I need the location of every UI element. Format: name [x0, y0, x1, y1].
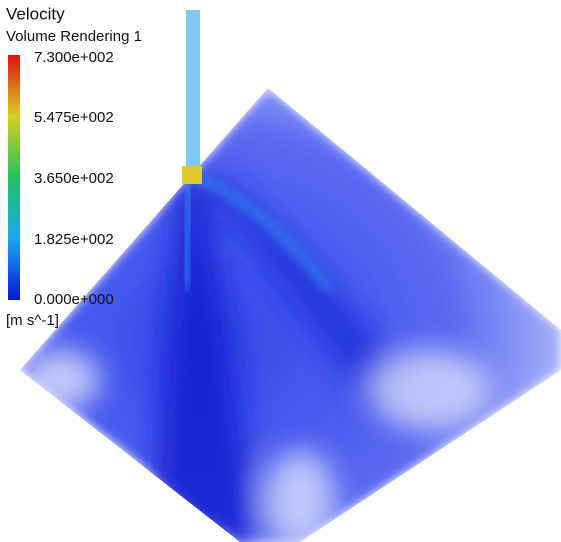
legend-unit: [m s^-1] — [6, 312, 59, 329]
tick-label: 1.825e+002 — [34, 231, 114, 248]
nozzle — [182, 166, 202, 184]
tick-label: 7.300e+002 — [34, 49, 114, 66]
legend-title: Velocity — [6, 4, 65, 23]
tick-label: 3.650e+002 — [34, 170, 114, 187]
figure: Velocity Volume Rendering 1 7.300e+002 5… — [0, 0, 561, 542]
colorbar — [8, 55, 20, 300]
tick-label: 0.000e+000 — [34, 291, 114, 308]
volume-rendering — [20, 88, 561, 542]
legend-subtitle: Volume Rendering 1 — [6, 28, 142, 45]
tick-label: 5.475e+002 — [34, 109, 114, 126]
page: Velocity Volume Rendering 1 7.300e+002 5… — [0, 0, 561, 542]
inlet-pipe — [186, 10, 200, 172]
